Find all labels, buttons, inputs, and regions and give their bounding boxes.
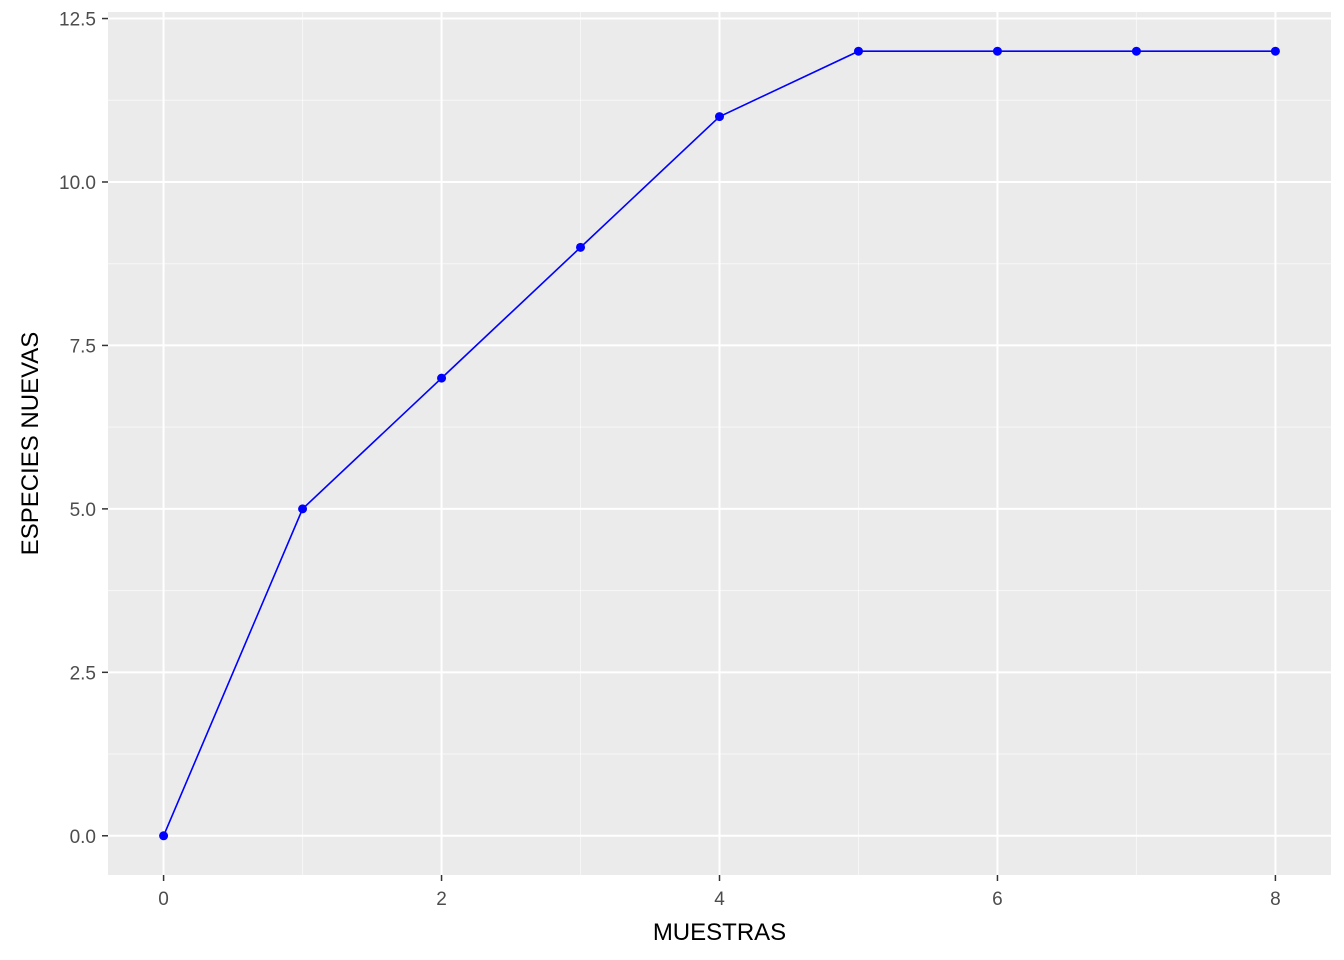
x-tick-label: 4 (714, 889, 725, 910)
y-tick-label: 0.0 (70, 827, 96, 848)
data-point (1131, 46, 1141, 56)
y-tick-label: 12.5 (59, 10, 96, 31)
x-tick-label: 0 (158, 889, 169, 910)
x-tick-labels: 0 2 4 6 8 (158, 889, 1280, 910)
data-point (715, 112, 724, 122)
y-tick-label: 2.5 (70, 663, 96, 684)
y-axis-title: ESPECIES NUEVAS (17, 332, 44, 556)
x-tick-label: 8 (1270, 889, 1281, 910)
x-axis-title: MUESTRAS (653, 919, 786, 946)
data-point (576, 242, 586, 252)
y-tick-labels: 0.0 2.5 5.0 7.5 10.0 12.5 (59, 10, 96, 848)
data-point (298, 504, 308, 514)
x-tick-label: 2 (436, 889, 447, 910)
axis-ticks (102, 17, 1277, 881)
y-tick-label: 10.0 (59, 173, 96, 194)
x-tick-label: 6 (992, 889, 1003, 910)
y-tick-label: 7.5 (70, 336, 96, 357)
data-point (437, 373, 447, 383)
major-gridlines (108, 12, 1331, 875)
y-tick-label: 5.0 (70, 500, 96, 521)
data-point (992, 46, 1002, 56)
data-points (159, 46, 1280, 841)
data-point (1270, 46, 1280, 56)
data-point (159, 831, 169, 841)
data-point (853, 46, 863, 56)
